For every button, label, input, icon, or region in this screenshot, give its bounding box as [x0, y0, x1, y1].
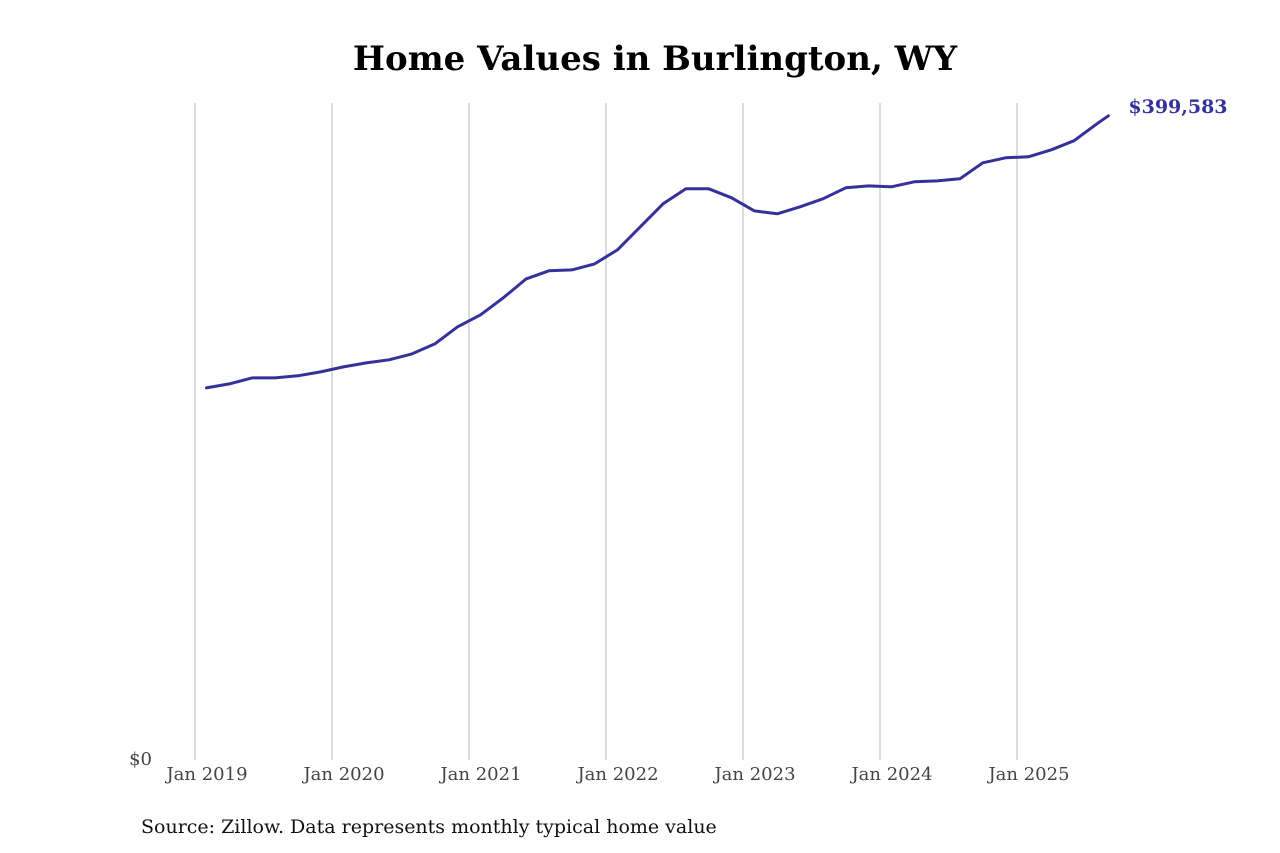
x-tick-label: Jan 2023 — [712, 764, 795, 785]
end-value-label: $399,583 — [1128, 96, 1227, 118]
x-tick-label: Jan 2020 — [301, 764, 384, 785]
x-tick-label: Jan 2021 — [438, 764, 521, 785]
chart-title: Home Values in Burlington, WY — [353, 39, 958, 79]
x-tick-label: Jan 2022 — [575, 764, 658, 785]
y-tick-label: $0 — [129, 749, 152, 770]
line-series — [204, 114, 1110, 390]
x-tick-label: Jan 2019 — [164, 764, 247, 785]
source-note: Source: Zillow. Data represents monthly … — [141, 816, 717, 838]
x-tick-label: Jan 2025 — [986, 764, 1069, 785]
x-tick-label: Jan 2024 — [849, 764, 932, 785]
